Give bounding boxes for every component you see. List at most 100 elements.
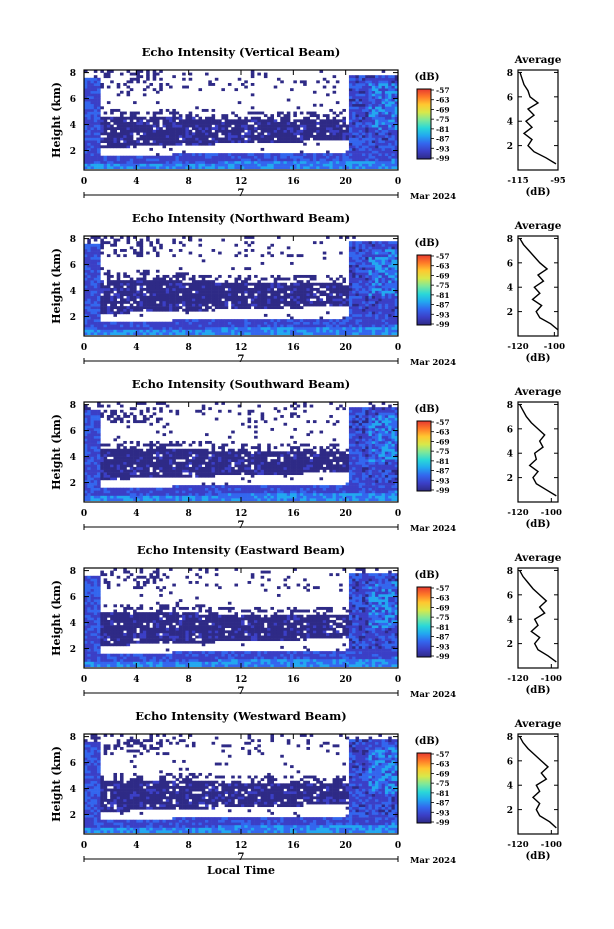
heatmap-cell bbox=[378, 269, 382, 273]
heatmap-cell bbox=[355, 256, 360, 260]
heatmap-cell bbox=[149, 82, 153, 86]
heatmap-cell bbox=[175, 295, 180, 299]
heatmap-cell bbox=[129, 440, 134, 444]
heatmap-cell bbox=[257, 124, 261, 128]
heatmap-cell bbox=[123, 111, 127, 115]
heatmap-cell bbox=[201, 324, 206, 328]
heatmap-cell bbox=[87, 487, 91, 491]
heatmap-cell bbox=[182, 300, 186, 304]
heatmap-cell bbox=[97, 267, 101, 271]
heatmap-cell bbox=[136, 329, 140, 333]
heatmap-cell bbox=[312, 158, 317, 162]
heatmap-cell bbox=[303, 116, 307, 120]
heatmap-cell bbox=[391, 277, 396, 281]
heatmap-cell bbox=[384, 93, 389, 97]
heatmap-cell bbox=[110, 459, 114, 463]
heatmap-cell bbox=[335, 134, 340, 138]
heatmap-cell bbox=[119, 300, 124, 304]
heatmap-cell bbox=[332, 90, 337, 94]
heatmap-cell bbox=[316, 300, 320, 304]
heatmap-cell bbox=[136, 461, 140, 465]
heatmap-cell bbox=[381, 116, 386, 120]
heatmap-cell bbox=[326, 324, 330, 328]
heatmap-cell bbox=[309, 300, 314, 304]
heatmap-cell bbox=[244, 324, 248, 328]
heatmap-cell bbox=[322, 160, 327, 164]
heatmap-cell bbox=[155, 142, 160, 146]
heatmap-cell bbox=[149, 326, 153, 330]
heatmap-cell bbox=[335, 277, 340, 281]
heatmap-cell bbox=[90, 153, 95, 157]
heatmap-cell bbox=[299, 290, 304, 294]
heatmap-cell bbox=[152, 88, 157, 92]
heatmap-cell bbox=[270, 129, 275, 133]
heatmap-cell bbox=[182, 293, 186, 297]
heatmap-cell bbox=[106, 321, 111, 325]
heatmap-cell bbox=[391, 274, 396, 278]
heatmap-cell bbox=[84, 412, 88, 416]
heatmap-cell bbox=[381, 280, 386, 284]
heatmap-cell bbox=[388, 93, 392, 97]
heatmap-cell bbox=[345, 166, 350, 169]
heatmap-cell bbox=[270, 243, 275, 247]
heatmap-cell bbox=[365, 90, 369, 94]
heatmap-cell bbox=[126, 461, 131, 465]
heatmap-cell bbox=[97, 114, 101, 118]
heatmap-cell bbox=[257, 280, 261, 284]
heatmap-cell bbox=[371, 114, 376, 118]
heatmap-cell bbox=[247, 119, 252, 123]
heatmap-cell bbox=[198, 132, 203, 136]
heatmap-cell bbox=[214, 77, 219, 81]
heatmap-cell bbox=[293, 166, 297, 169]
heatmap-cell bbox=[345, 137, 350, 141]
heatmap-cell bbox=[126, 129, 131, 133]
heatmap-cell bbox=[116, 272, 121, 276]
heatmap-cell bbox=[388, 85, 392, 89]
heatmap-cell bbox=[312, 153, 317, 157]
heatmap-cell bbox=[329, 321, 333, 325]
heatmap-cell bbox=[241, 282, 245, 286]
heatmap-cell bbox=[162, 274, 167, 278]
heatmap-cell bbox=[175, 319, 180, 323]
heatmap-cell bbox=[97, 427, 101, 431]
heatmap-cell bbox=[335, 329, 340, 333]
heatmap-cell bbox=[123, 137, 127, 141]
heatmap-cell bbox=[172, 472, 176, 476]
heatmap-cell bbox=[362, 101, 366, 105]
heatmap-cell bbox=[146, 121, 150, 125]
heatmap-cell bbox=[241, 153, 245, 157]
heatmap-cell bbox=[155, 430, 160, 434]
heatmap-cell bbox=[90, 287, 95, 291]
heatmap-cell bbox=[87, 277, 91, 281]
heatmap-cell bbox=[90, 77, 95, 81]
heatmap-cell bbox=[175, 487, 180, 491]
heatmap-cell bbox=[381, 155, 386, 159]
heatmap-cell bbox=[296, 332, 301, 335]
heatmap-cell bbox=[90, 306, 95, 310]
heatmap-cell bbox=[155, 472, 160, 476]
heatmap-cell bbox=[90, 300, 95, 304]
heatmap-cell bbox=[388, 116, 392, 120]
heatmap-cell bbox=[103, 461, 108, 465]
heatmap-cell bbox=[87, 119, 91, 123]
heatmap-cell bbox=[136, 474, 140, 478]
heatmap-cell bbox=[97, 417, 101, 421]
y-tick-label: 2 bbox=[70, 147, 76, 157]
heatmap-cell bbox=[391, 119, 396, 123]
heatmap-cell bbox=[93, 474, 98, 478]
heatmap-cell bbox=[175, 298, 180, 302]
heatmap-cell bbox=[257, 326, 261, 330]
heatmap-cell bbox=[198, 119, 203, 123]
heatmap-cell bbox=[110, 142, 114, 146]
heatmap-cell bbox=[362, 326, 366, 330]
heatmap-cell bbox=[368, 259, 373, 263]
heatmap-cell bbox=[388, 90, 392, 94]
heatmap-cell bbox=[100, 469, 104, 473]
heatmap-cell bbox=[93, 280, 98, 284]
heatmap-cell bbox=[234, 324, 239, 328]
heatmap-cell bbox=[178, 127, 183, 131]
heatmap-cell bbox=[296, 306, 301, 310]
heatmap-cell bbox=[286, 313, 291, 317]
heatmap-cell bbox=[348, 103, 353, 107]
heatmap-cell bbox=[106, 414, 111, 418]
